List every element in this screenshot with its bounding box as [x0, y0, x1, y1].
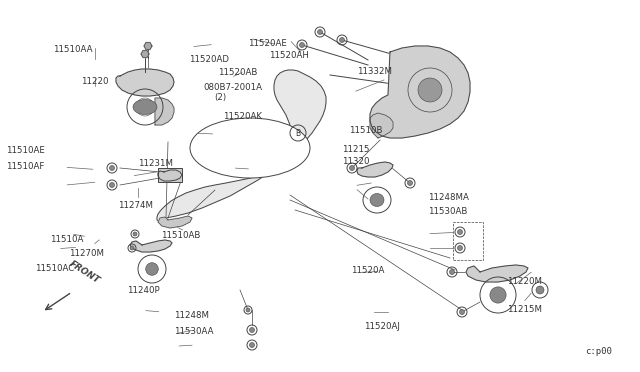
- Text: 11215: 11215: [342, 145, 370, 154]
- Text: 11510A: 11510A: [50, 235, 83, 244]
- Text: 11248M: 11248M: [174, 311, 209, 320]
- Circle shape: [317, 29, 323, 35]
- Text: 080B7-2001A: 080B7-2001A: [204, 83, 262, 92]
- Text: 11510AB: 11510AB: [161, 231, 201, 240]
- Text: 11520AH: 11520AH: [269, 51, 308, 60]
- Circle shape: [146, 263, 158, 275]
- Text: 11520AD: 11520AD: [189, 55, 229, 64]
- Circle shape: [250, 327, 255, 333]
- Text: 11520AK: 11520AK: [223, 112, 262, 121]
- Circle shape: [133, 232, 137, 236]
- Polygon shape: [157, 70, 326, 221]
- Text: B: B: [296, 128, 301, 138]
- Polygon shape: [370, 46, 470, 138]
- Polygon shape: [158, 170, 182, 181]
- Circle shape: [460, 310, 465, 314]
- Text: 11510AF: 11510AF: [6, 162, 45, 171]
- Text: 11248MA: 11248MA: [428, 193, 468, 202]
- Circle shape: [130, 246, 134, 250]
- Circle shape: [449, 269, 454, 275]
- Circle shape: [300, 42, 305, 48]
- FancyBboxPatch shape: [158, 168, 182, 182]
- Text: 11520AJ: 11520AJ: [364, 322, 399, 331]
- Circle shape: [250, 343, 255, 347]
- Text: 11274M: 11274M: [118, 201, 154, 210]
- Circle shape: [458, 246, 463, 250]
- Circle shape: [109, 166, 115, 170]
- Text: 11240P: 11240P: [127, 286, 159, 295]
- Circle shape: [536, 286, 544, 294]
- Ellipse shape: [190, 118, 310, 178]
- Circle shape: [339, 38, 344, 42]
- Polygon shape: [158, 216, 192, 228]
- Polygon shape: [130, 240, 172, 252]
- Text: 11510AC: 11510AC: [35, 264, 74, 273]
- Text: 11220M: 11220M: [507, 278, 542, 286]
- Circle shape: [490, 287, 506, 303]
- Text: 11215M: 11215M: [507, 305, 542, 314]
- Text: 11231M: 11231M: [138, 159, 173, 168]
- Text: 11520A: 11520A: [351, 266, 384, 275]
- Circle shape: [109, 183, 115, 187]
- Circle shape: [349, 166, 355, 170]
- Polygon shape: [370, 113, 393, 138]
- Text: 11510AE: 11510AE: [6, 146, 45, 155]
- Text: 11520AE: 11520AE: [248, 39, 287, 48]
- Circle shape: [458, 230, 463, 234]
- Text: 11510B: 11510B: [349, 126, 382, 135]
- Polygon shape: [144, 42, 152, 49]
- Polygon shape: [155, 98, 174, 125]
- Text: FRONT: FRONT: [68, 259, 102, 285]
- Ellipse shape: [370, 193, 384, 206]
- Text: 11520AB: 11520AB: [218, 68, 257, 77]
- Text: 11320: 11320: [342, 157, 370, 166]
- Circle shape: [408, 180, 413, 186]
- Polygon shape: [141, 51, 149, 57]
- Polygon shape: [357, 162, 393, 177]
- Text: 11530AA: 11530AA: [174, 327, 214, 336]
- Ellipse shape: [133, 99, 157, 115]
- Text: 11332M: 11332M: [357, 67, 392, 76]
- Polygon shape: [466, 265, 528, 282]
- Text: 11220: 11220: [81, 77, 108, 86]
- Polygon shape: [116, 69, 174, 96]
- Circle shape: [246, 308, 250, 312]
- Text: (2): (2): [214, 93, 227, 102]
- Text: 11530AB: 11530AB: [428, 207, 467, 216]
- Circle shape: [418, 78, 442, 102]
- Text: 11510AA: 11510AA: [53, 45, 93, 54]
- Text: c:p00: c:p00: [585, 347, 612, 356]
- Text: 11270M: 11270M: [69, 249, 104, 258]
